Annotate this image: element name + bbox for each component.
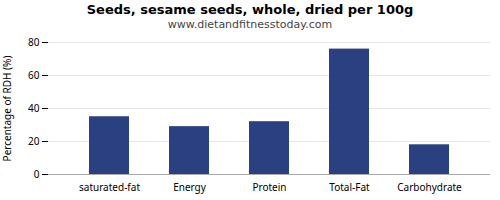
svg-text:Protein: Protein <box>252 180 286 194</box>
html-text:Seeds, sesame seeds, whole, dr: Seeds, sesame seeds, whole, dried per 10… <box>86 2 414 17</box>
svg-text:Total-Fat: Total-Fat <box>329 180 370 194</box>
svg-text:saturated-fat: saturated-fat <box>79 180 140 194</box>
svg-text:60: 60 <box>28 68 40 82</box>
html-text:www.dietandfitnesstoday.com: www.dietandfitnesstoday.com <box>167 18 333 31</box>
svg-text:80: 80 <box>28 35 40 49</box>
svg-text:40: 40 <box>28 101 40 115</box>
svg-text:Percentage of RDH (%): Percentage of RDH (%) <box>0 56 14 162</box>
svg-text:20: 20 <box>28 134 40 148</box>
svg-text:Carbohydrate: Carbohydrate <box>397 180 462 194</box>
svg-text:0: 0 <box>34 167 40 181</box>
svg-text:Energy: Energy <box>173 180 207 194</box>
